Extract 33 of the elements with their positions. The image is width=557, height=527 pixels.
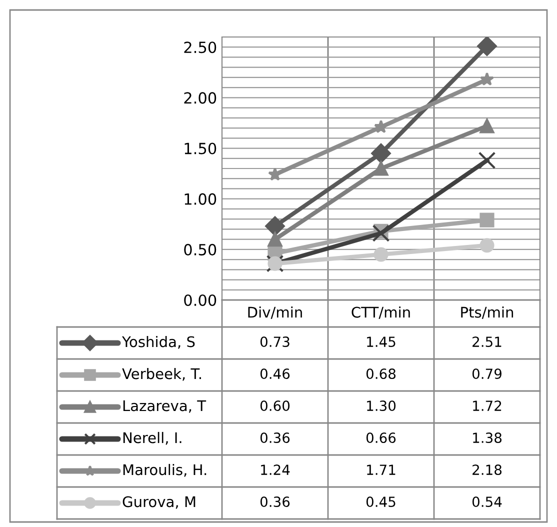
- data-label: 0.60: [260, 400, 290, 412]
- y-tick-label: 2.00: [184, 92, 216, 104]
- legend-label: Yoshida, S: [122, 336, 195, 349]
- data-label: 1.24: [261, 464, 290, 475]
- x-tick-label: Pts/min: [461, 306, 514, 319]
- legend-label: Maroulis, H.: [123, 464, 206, 477]
- legend-label: Verbeek, T.: [122, 368, 201, 381]
- y-tick-label: 0.00: [184, 294, 216, 306]
- y-tick-label: 2.50: [184, 42, 216, 54]
- y-tick-label: 1.00: [184, 193, 216, 205]
- data-label: 2.18: [472, 464, 502, 476]
- data-label: 0.66: [366, 432, 396, 444]
- y-tick-label: 1.50: [184, 142, 216, 154]
- data-label: 0.79: [472, 368, 502, 380]
- data-label: 2.51: [472, 336, 502, 348]
- data-label: 1.71: [367, 464, 396, 475]
- y-tick-label: 0.50: [184, 244, 216, 256]
- data-label: 1.30: [367, 400, 396, 412]
- legend-label: Nerell, I.: [123, 432, 182, 445]
- data-label: 0.36: [260, 496, 290, 508]
- legend-label: Gurova, M: [122, 496, 196, 509]
- legend-label: Lazareva, T: [123, 400, 206, 413]
- data-label: 0.36: [260, 432, 290, 444]
- data-label: 0.46: [260, 368, 290, 380]
- data-label: 0.73: [260, 336, 290, 348]
- data-label: 1.72: [473, 400, 502, 411]
- data-label: 1.45: [367, 336, 396, 348]
- data-label: 0.45: [366, 496, 396, 508]
- data-label: 0.54: [472, 496, 502, 508]
- data-label: 1.38: [473, 432, 502, 444]
- x-tick-label: CTT/min: [352, 306, 410, 319]
- data-label: 0.68: [366, 368, 396, 380]
- x-tick-label: Div/min: [248, 306, 302, 319]
